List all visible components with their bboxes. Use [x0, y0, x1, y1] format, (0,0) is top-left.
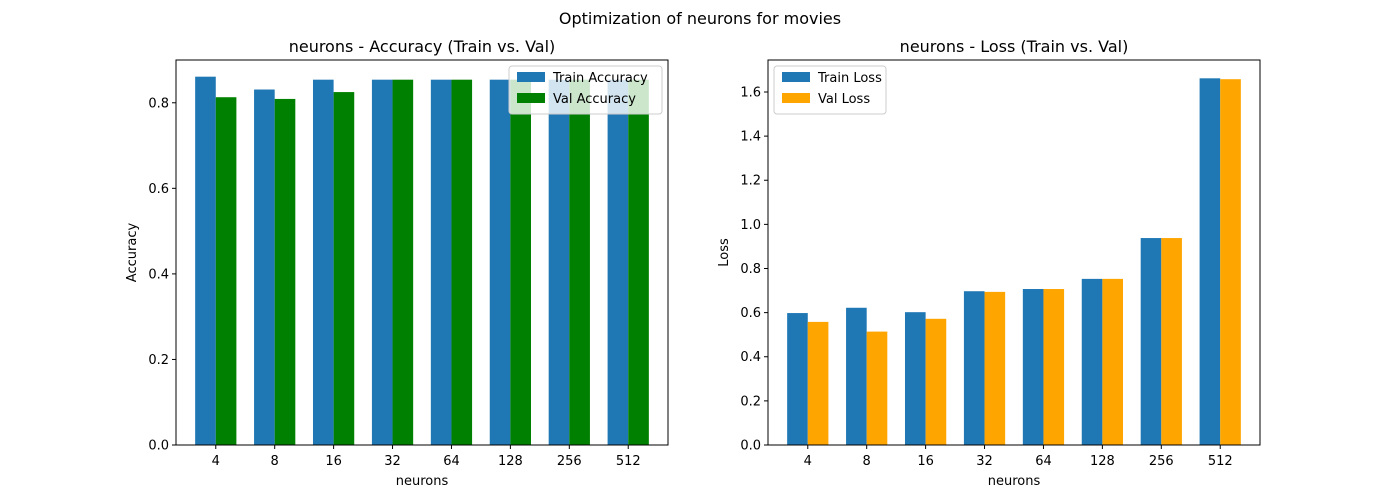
loss-y-axis-label: Loss — [717, 238, 732, 267]
accuracy-xtick-label-256: 256 — [557, 454, 582, 469]
loss-chart-title: neurons - Loss (Train vs. Val) — [900, 37, 1129, 56]
accuracy-ytick-label-0.0: 0.0 — [148, 439, 169, 454]
loss-legend-swatch-val — [782, 93, 810, 103]
loss-ytick-label-0.2: 0.2 — [740, 394, 761, 409]
loss-legend-swatch-train — [782, 72, 810, 82]
accuracy-legend-label-train: Train Accuracy — [552, 71, 648, 86]
loss-xtick-label-8: 8 — [863, 454, 871, 469]
accuracy-chart: 4 8 16 32 64 128 256 512 0.0 0.2 0.4 0.6 0.8 neurons … — [125, 37, 669, 489]
loss-legend-label-val: Val Loss — [818, 92, 870, 107]
accuracy-xtick-label-512: 512 — [616, 454, 641, 469]
accuracy-bar-val-16 — [333, 92, 355, 445]
accuracy-legend-swatch-train — [517, 72, 545, 82]
loss-x-axis-label: neurons — [988, 474, 1041, 489]
accuracy-legend-label-val: Val Accuracy — [553, 92, 636, 107]
accuracy-ytick-label-0.6: 0.6 — [148, 182, 169, 197]
loss-ytick-label-1.4: 1.4 — [740, 130, 761, 145]
accuracy-bar-val-256 — [569, 79, 590, 446]
loss-axes-frame — [767, 59, 1261, 446]
loss-legend: Train Loss Val Loss — [773, 65, 887, 115]
accuracy-xtick-label-16: 16 — [325, 454, 342, 469]
loss-legend-label-train: Train Loss — [817, 71, 882, 86]
loss-ytick-label-1.0: 1.0 — [740, 218, 761, 233]
loss-bar-train-512 — [1199, 78, 1221, 445]
loss-ytick-label-0.8: 0.8 — [740, 262, 761, 277]
loss-xtick-label-64: 64 — [1035, 454, 1052, 469]
accuracy-legend: Train Accuracy Val Accuracy — [508, 65, 663, 115]
accuracy-xtick-label-128: 128 — [498, 454, 523, 469]
accuracy-bar-val-8 — [274, 98, 296, 446]
accuracy-bar-train-64 — [430, 79, 452, 446]
loss-bar-train-4 — [787, 313, 808, 445]
loss-bar-val-8 — [866, 331, 888, 445]
accuracy-bar-val-128 — [510, 79, 531, 446]
figure-suptitle: Optimization of neurons for movies — [559, 9, 841, 28]
accuracy-x-axis-label: neurons — [396, 474, 449, 489]
loss-xtick-label-512: 512 — [1208, 454, 1233, 469]
loss-ytick-label-0.0: 0.0 — [740, 439, 761, 454]
accuracy-bar-val-4 — [215, 97, 237, 445]
accuracy-legend-box — [508, 65, 663, 115]
loss-bar-val-4 — [807, 321, 829, 445]
accuracy-xtick-label-8: 8 — [271, 454, 279, 469]
accuracy-bar-train-512 — [607, 79, 629, 446]
accuracy-xtick-label-4: 4 — [212, 454, 220, 469]
loss-xtick-label-256: 256 — [1149, 454, 1174, 469]
accuracy-bar-train-4 — [195, 76, 216, 446]
loss-bar-val-64 — [1043, 289, 1065, 445]
accuracy-bar-train-16 — [312, 79, 334, 446]
loss-bar-train-256 — [1140, 238, 1162, 445]
accuracy-ytick-label-0.2: 0.2 — [148, 353, 169, 368]
loss-ytick-label-1.2: 1.2 — [740, 174, 761, 189]
accuracy-bar-train-8 — [254, 89, 275, 446]
loss-bar-train-16 — [904, 312, 926, 445]
loss-bar-train-8 — [846, 307, 867, 445]
accuracy-bar-val-512 — [628, 79, 649, 446]
accuracy-bar-val-32 — [392, 79, 414, 446]
accuracy-bar-train-128 — [489, 79, 511, 446]
accuracy-bar-val-64 — [451, 79, 473, 446]
loss-xtick-label-32: 32 — [976, 454, 993, 469]
loss-chart: 4 8 16 32 64 128 256 512 0.0 0.2 0.4 0.6 0.8 1.0 1.2 1.… — [717, 37, 1261, 489]
loss-bar-train-128 — [1081, 278, 1103, 445]
loss-ytick-label-1.6: 1.6 — [740, 85, 761, 100]
loss-bar-val-32 — [984, 291, 1006, 445]
accuracy-ytick-label-0.4: 0.4 — [148, 267, 169, 282]
accuracy-y-axis-label: Accuracy — [125, 223, 140, 283]
loss-bar-train-64 — [1022, 289, 1044, 445]
loss-bar-val-16 — [925, 318, 947, 445]
accuracy-axes-frame — [175, 59, 669, 446]
accuracy-bar-train-256 — [548, 79, 570, 446]
loss-bar-train-32 — [963, 291, 985, 445]
accuracy-bar-train-32 — [371, 79, 393, 446]
accuracy-xtick-label-64: 64 — [443, 454, 460, 469]
accuracy-xtick-label-32: 32 — [384, 454, 401, 469]
loss-ytick-label-0.6: 0.6 — [740, 306, 761, 321]
accuracy-ytick-label-0.8: 0.8 — [148, 96, 169, 111]
loss-bar-val-256 — [1161, 238, 1182, 445]
loss-xtick-label-4: 4 — [804, 454, 812, 469]
loss-ytick-label-0.4: 0.4 — [740, 350, 761, 365]
accuracy-legend-swatch-val — [517, 93, 545, 103]
accuracy-chart-title: neurons - Accuracy (Train vs. Val) — [289, 37, 556, 56]
loss-bar-val-128 — [1102, 278, 1123, 445]
loss-xtick-label-128: 128 — [1090, 454, 1115, 469]
loss-xtick-label-16: 16 — [917, 454, 934, 469]
loss-bar-val-512 — [1220, 79, 1241, 445]
